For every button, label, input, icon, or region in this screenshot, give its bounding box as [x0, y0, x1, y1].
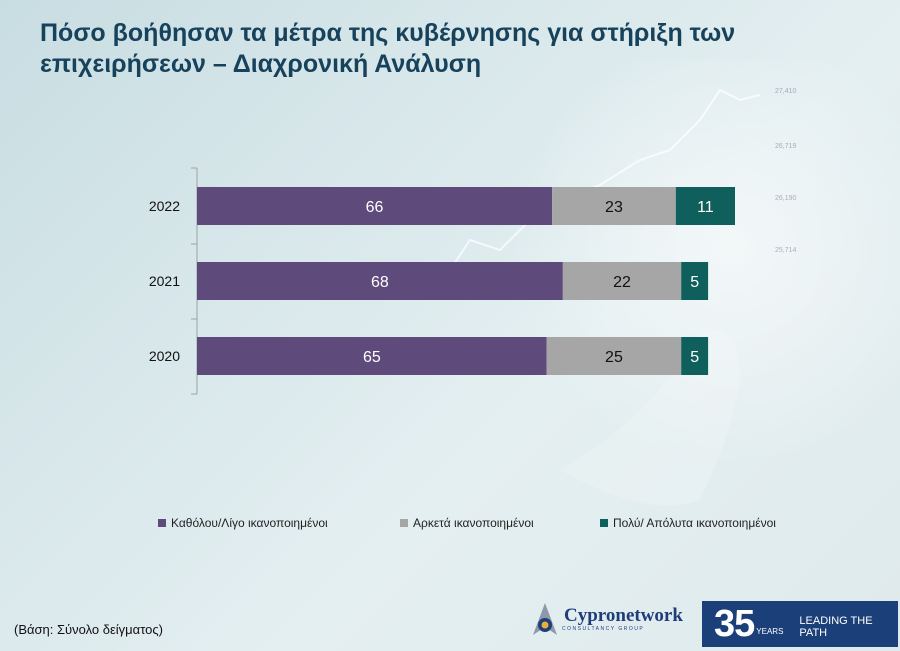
legend-swatch-3	[600, 519, 608, 527]
bars-group: 66 23 11 68 22 5 65 25 5	[197, 187, 735, 375]
legend-item-3: Πολύ/ Απόλυτα ικανοποιημένοι	[600, 516, 776, 530]
legend: Καθόλου/Λίγο ικανοποιημένοι Αρκετά ικανο…	[0, 516, 900, 536]
legend-item-2: Αρκετά ικανοποιημένοι	[400, 516, 534, 530]
base-footnote: (Βάση: Σύνολο δείγματος)	[14, 622, 163, 637]
bar-2020-series-3	[681, 337, 709, 375]
data-label-2021-series-1: 68	[371, 274, 389, 291]
background-number: 27,410	[775, 88, 797, 95]
data-label-2020-series-3: 5	[690, 349, 699, 366]
data-label-2021-series-2: 22	[613, 274, 631, 291]
bar-2020-series-2	[546, 337, 682, 375]
data-label-2022-series-1: 66	[366, 199, 384, 216]
category-label-2020: 2020	[149, 348, 180, 364]
bar-2022-series-3	[675, 187, 735, 225]
bar-2021-series-3	[681, 262, 709, 300]
badge-years: YEARS	[756, 626, 784, 636]
bar-2021-series-1	[197, 262, 563, 300]
data-label-2020-series-1: 65	[363, 349, 381, 366]
logo-name: Cypronetwork	[564, 605, 683, 626]
legend-label-1: Καθόλου/Λίγο ικανοποιημένοι	[171, 516, 328, 530]
background-trend-line	[429, 88, 761, 301]
anniversary-badge: 35 YEARS LEADING THE PATH	[702, 601, 898, 647]
data-label-2020-series-2: 25	[605, 349, 623, 366]
bar-2020-series-1	[197, 337, 547, 375]
category-labels: 2022 2021 2020	[149, 198, 180, 364]
legend-swatch-2	[400, 519, 408, 527]
data-label-2022-series-2: 23	[605, 199, 623, 216]
background-number: 26,719	[775, 143, 797, 150]
badge-tagline: LEADING THE PATH	[799, 615, 873, 639]
logo-subtitle: CONSULTANCY GROUP	[562, 626, 645, 632]
background-number: 26,190	[775, 195, 797, 202]
bar-2021-series-2	[562, 262, 682, 300]
cypronetwork-logo: Cypronetwork CONSULTANCY GROUP	[530, 598, 702, 640]
bar-2022-series-2	[552, 187, 676, 225]
bar-2022-series-1	[197, 187, 553, 225]
data-label-2022-series-3: 11	[697, 199, 714, 216]
category-axis	[191, 167, 198, 395]
logo-emblem-icon	[533, 603, 557, 635]
badge-number: 35	[714, 602, 755, 645]
legend-label-3: Πολύ/ Απόλυτα ικανοποιημένοι	[613, 516, 776, 530]
chart-title: Πόσο βοήθησαν τα μέτρα της κυβέρνησης γι…	[40, 19, 736, 78]
data-label-2021-series-3: 5	[690, 274, 699, 291]
category-label-2021: 2021	[149, 273, 180, 289]
legend-item-1: Καθόλου/Λίγο ικανοποιημένοι	[158, 516, 328, 530]
legend-swatch-1	[158, 519, 166, 527]
category-label-2022: 2022	[149, 198, 180, 214]
background-number: 25,714	[775, 247, 797, 254]
legend-label-2: Αρκετά ικανοποιημένοι	[413, 516, 534, 530]
